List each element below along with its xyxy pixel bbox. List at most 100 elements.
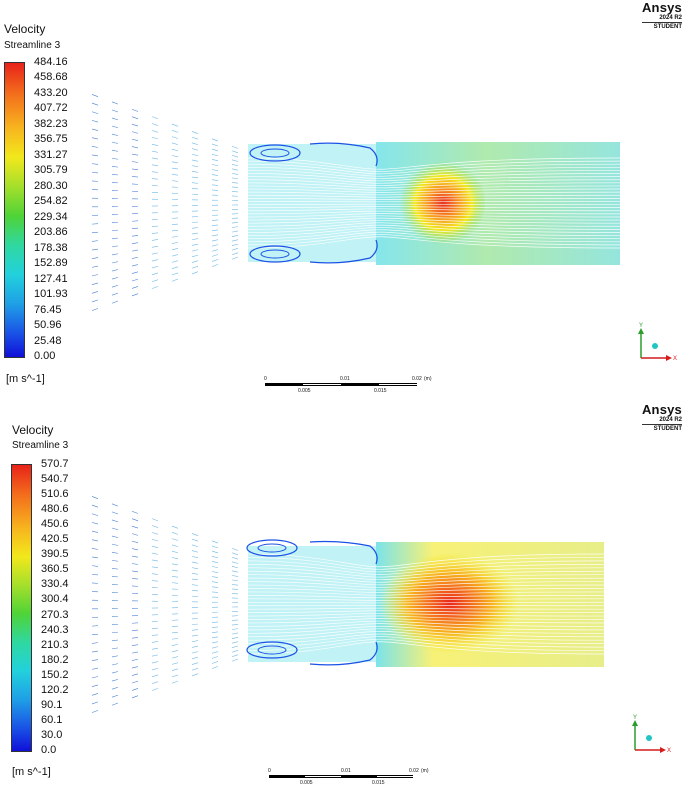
color-bar-tick: 510.6: [41, 488, 69, 500]
velocity-vector: [212, 169, 218, 170]
velocity-vector: [172, 255, 178, 257]
velocity-vector: [152, 628, 158, 629]
velocity-vector: [132, 519, 138, 521]
velocity-vector: [192, 261, 198, 263]
velocity-vector: [132, 659, 138, 660]
velocity-vector: [232, 589, 238, 590]
color-bar-tick: 101.93: [34, 288, 68, 300]
velocity-vector: [172, 137, 178, 139]
velocity-vector: [92, 693, 98, 695]
velocity-vector: [92, 660, 98, 661]
nozzle-streamlines: [247, 540, 604, 667]
velocity-vector: [112, 664, 118, 665]
velocity-vector: [172, 124, 178, 126]
velocity-vector: [152, 273, 158, 275]
velocity-vector: [132, 534, 138, 536]
velocity-vector: [212, 556, 218, 558]
velocity-vector: [132, 696, 138, 698]
velocity-vector: [172, 174, 178, 175]
color-bar-tick: 240.3: [41, 624, 69, 636]
color-bar-tick: 152.89: [34, 257, 68, 269]
velocity-vector: [232, 240, 238, 242]
velocity-vector: [132, 109, 138, 111]
color-bar-tick: 305.79: [34, 164, 68, 176]
velocity-vector: [172, 626, 178, 627]
velocity-vector: [212, 541, 218, 543]
color-bar-tick: 270.3: [41, 609, 69, 621]
velocity-vector: [132, 294, 138, 296]
velocity-vector: [232, 169, 238, 170]
color-bar-tick: 90.1: [41, 699, 62, 711]
velocity-vector: [132, 279, 138, 281]
scale-mid: 0.01: [341, 768, 351, 774]
velocity-vector: [112, 687, 118, 689]
velocity-vector: [132, 645, 138, 646]
legend-units: [m s^-1]: [12, 766, 51, 778]
inlet-vector-field: [92, 94, 238, 310]
velocity-vector: [172, 248, 178, 249]
velocity-vector: [112, 166, 118, 167]
velocity-vector: [192, 573, 198, 574]
scale-q3: 0.015: [372, 780, 385, 786]
velocity-vector: [112, 270, 118, 272]
velocity-vector: [132, 176, 138, 177]
velocity-vector: [192, 149, 198, 151]
velocity-vector: [152, 635, 158, 636]
velocity-vector: [152, 641, 158, 642]
velocity-vector: [172, 551, 178, 553]
velocity-vector: [212, 571, 218, 572]
velocity-vector: [212, 164, 218, 165]
velocity-vector: [152, 226, 158, 227]
velocity-vector: [232, 231, 238, 232]
velocity-vector: [192, 166, 198, 167]
velocity-vector: [152, 124, 158, 126]
velocity-vector: [132, 526, 138, 528]
velocity-vector: [152, 532, 158, 534]
velocity-vector: [92, 120, 98, 122]
brand-edition: STUDENT: [642, 424, 682, 432]
velocity-vector: [152, 567, 158, 568]
velocity-vector: [152, 151, 158, 152]
nozzle-streamlines: [248, 142, 620, 265]
velocity-vector: [112, 552, 118, 553]
color-bar-tick: 50.96: [34, 319, 62, 331]
velocity-vector: [152, 179, 158, 180]
velocity-vector: [132, 630, 138, 631]
velocity-vector: [92, 668, 98, 669]
velocity-vector: [152, 165, 158, 166]
velocity-vector: [132, 154, 138, 155]
velocity-vector: [152, 662, 158, 664]
velocity-vector: [132, 265, 138, 267]
velocity-vector: [232, 173, 238, 174]
velocity-vector: [212, 230, 218, 231]
velocity-vector: [152, 130, 158, 132]
velocity-vector: [192, 674, 198, 676]
color-bar-tick: 0.00: [34, 350, 55, 362]
velocity-vector: [212, 577, 218, 578]
velocity-vector: [192, 641, 198, 642]
velocity-vector: [172, 162, 178, 163]
velocity-vector: [172, 681, 178, 683]
velocity-vector: [232, 227, 238, 228]
velocity-vector: [132, 688, 138, 690]
velocity-vector: [92, 574, 98, 575]
velocity-vector: [112, 679, 118, 681]
velocity-vector: [152, 253, 158, 254]
velocity-vector: [232, 633, 238, 634]
velocity-vector: [152, 519, 158, 521]
velocity-vector: [92, 249, 98, 250]
velocity-vector: [232, 248, 238, 250]
legend-subtitle: Streamline 3: [12, 440, 68, 451]
velocity-vector: [172, 539, 178, 541]
velocity-vector: [212, 627, 218, 628]
brand-name: Ansys: [642, 0, 682, 15]
velocity-vector: [132, 257, 138, 258]
velocity-vector: [232, 575, 238, 576]
velocity-vector: [212, 154, 218, 156]
velocity-vector: [112, 102, 118, 104]
velocity-vector: [112, 672, 118, 674]
velocity-vector: [92, 164, 98, 165]
scale-segment: [341, 775, 377, 778]
velocity-vector: [112, 158, 118, 159]
